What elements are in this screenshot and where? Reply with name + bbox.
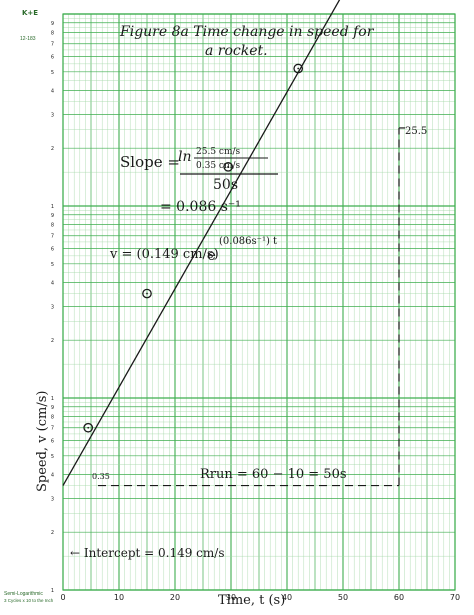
y-tick-label: 4 xyxy=(51,88,54,94)
x-tick-label: 20 xyxy=(170,593,180,602)
x-tick-label: 10 xyxy=(114,593,124,602)
y-axis-title: Speed, v (cm/s) xyxy=(35,391,50,492)
y-tick-label: 6 xyxy=(51,439,54,445)
data-point-dot xyxy=(146,292,148,295)
y-tick-label: 9 xyxy=(51,21,54,27)
y-tick-label: 8 xyxy=(51,31,54,37)
paper-description: 3 Cycles x 10 to the Inch xyxy=(4,598,54,603)
slope-denominator: 50s xyxy=(213,177,238,193)
data-point-circle xyxy=(83,422,94,433)
x-tick-label: 30 xyxy=(226,593,236,602)
y-tick-label: 7 xyxy=(51,426,54,432)
y-tick-label: 1 xyxy=(51,396,54,402)
slope-ln: ln xyxy=(178,149,192,165)
fit-line xyxy=(62,0,341,486)
y-tick-label: 5 xyxy=(51,70,54,76)
chart-title-line1: Figure 8a Time change in speed for xyxy=(119,24,375,40)
slope-result: = 0.086 s⁻¹ xyxy=(160,199,241,215)
y-tick-label: 3 xyxy=(51,304,54,310)
plot-frame xyxy=(62,13,456,591)
slope-denominator-inner: 0.35 cm/s xyxy=(196,161,241,171)
chart-title-line2: a rocket. xyxy=(205,43,268,59)
data-point-circle xyxy=(142,288,152,299)
y-tick-label: 5 xyxy=(51,454,54,460)
y-tick-label: 7 xyxy=(51,234,54,240)
y-tick-label: 3 xyxy=(51,112,54,118)
fit-line-segment xyxy=(62,0,341,486)
grid xyxy=(62,13,456,591)
guide-lines xyxy=(98,127,405,487)
x-tick-label: 0 xyxy=(60,593,65,602)
paper-type: Semi-Logarithmic xyxy=(4,591,43,597)
intercept-annotation: ← Intercept = 0.149 cm/s xyxy=(70,546,224,560)
x-axis-title: Time, t (s) xyxy=(218,593,285,608)
y-tick-label: 3 xyxy=(51,496,54,502)
y-tick-label: 2 xyxy=(51,146,54,152)
paper-brand-logo: K+E xyxy=(22,9,38,17)
tick-labels: 0 10 20 30 40 50 60 70 1 2 3 4 5 6 7 8 9 1 2 3 4 5 6 7 8 9 1 2 3 4 5 6 7… xyxy=(51,21,460,602)
x-tick-label: 70 xyxy=(450,593,460,602)
slope-numerator: 25.5 cm/s xyxy=(196,147,241,157)
y-tick-label: 5 xyxy=(51,262,54,268)
model-exponent: (0.086s⁻¹) t xyxy=(219,236,277,247)
y-tick-label: 1 xyxy=(51,588,54,594)
y-tick-label: 2 xyxy=(51,338,54,344)
y-tick-label: 6 xyxy=(51,247,54,253)
y-tick-label: 8 xyxy=(51,415,54,421)
y-tick-label: 6 xyxy=(51,55,54,61)
y-tick-label: 4 xyxy=(51,472,54,478)
guide-label-high: 25.5 xyxy=(405,126,427,137)
data-point-circle xyxy=(293,63,304,74)
y-tick-label: 9 xyxy=(51,405,54,411)
y-tick-label: 7 xyxy=(51,42,54,48)
y-tick-label: 8 xyxy=(51,223,54,229)
data-points xyxy=(83,63,304,433)
slope-label: Slope = xyxy=(120,153,180,171)
y-tick-label: 1 xyxy=(51,204,54,210)
y-tick-label: 9 xyxy=(51,213,54,219)
x-tick-label: 50 xyxy=(338,593,348,602)
data-point-circle xyxy=(223,161,234,172)
x-tick-label: 60 xyxy=(394,593,404,602)
data-point-dot xyxy=(297,67,300,70)
guide-label-low: 0.35 xyxy=(92,472,110,481)
run-annotation: Rrun = 60 − 10 = 50s xyxy=(200,467,347,482)
x-tick-label: 40 xyxy=(282,593,292,602)
data-point-dot xyxy=(227,165,230,168)
y-tick-label: 2 xyxy=(51,530,54,536)
data-point-dot xyxy=(87,426,90,429)
y-tick-label: 4 xyxy=(51,280,54,286)
paper-brand-code: 12-183 xyxy=(20,36,36,42)
model-equation: v = (0.149 cm/s) xyxy=(109,247,219,262)
model-exp-base: e xyxy=(207,246,216,264)
